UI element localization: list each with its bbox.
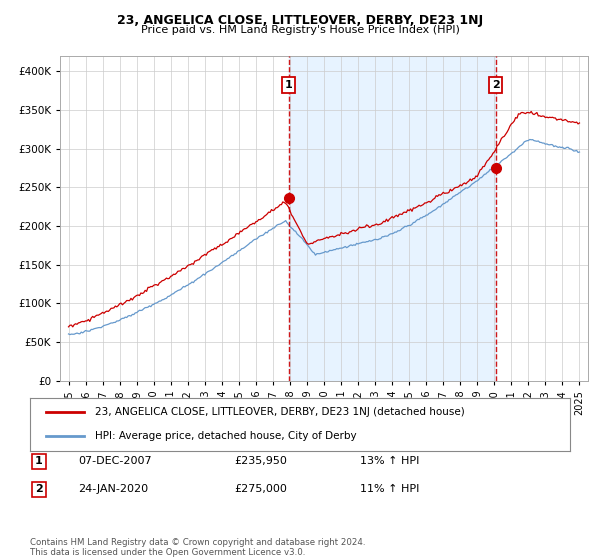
Text: £275,000: £275,000 [234,484,287,494]
Text: Contains HM Land Registry data © Crown copyright and database right 2024.
This d: Contains HM Land Registry data © Crown c… [30,538,365,557]
Text: 24-JAN-2020: 24-JAN-2020 [78,484,148,494]
Text: £235,950: £235,950 [234,456,287,466]
Text: HPI: Average price, detached house, City of Derby: HPI: Average price, detached house, City… [95,431,356,441]
Text: 07-DEC-2007: 07-DEC-2007 [78,456,152,466]
Text: Price paid vs. HM Land Registry's House Price Index (HPI): Price paid vs. HM Land Registry's House … [140,25,460,35]
Text: 23, ANGELICA CLOSE, LITTLEOVER, DERBY, DE23 1NJ (detached house): 23, ANGELICA CLOSE, LITTLEOVER, DERBY, D… [95,408,464,418]
Bar [289,56,496,381]
Text: 13% ↑ HPI: 13% ↑ HPI [360,456,419,466]
Text: 2: 2 [491,80,499,90]
Text: 23, ANGELICA CLOSE, LITTLEOVER, DERBY, DE23 1NJ: 23, ANGELICA CLOSE, LITTLEOVER, DERBY, D… [117,14,483,27]
Text: 11% ↑ HPI: 11% ↑ HPI [360,484,419,494]
Text: 1: 1 [284,80,292,90]
Text: 2: 2 [35,484,43,494]
Text: 1: 1 [35,456,43,466]
